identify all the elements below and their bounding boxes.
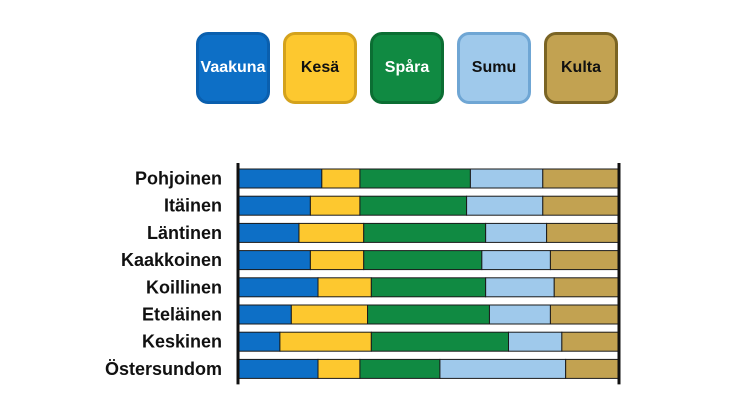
bar-itainen-kesa: [309, 195, 361, 216]
bar-etelainen-kulta: [549, 304, 620, 325]
category-label: Itäinen: [164, 196, 222, 216]
bar-pohjoinen-kulta: [542, 168, 620, 189]
bar-kaakkoinen-kulta: [549, 250, 620, 271]
legend: Vaakuna Kesä Spåra Sumu Kulta: [0, 0, 735, 120]
legend-item-kulta: Kulta: [544, 32, 618, 104]
bar-koillinen-kulta: [553, 277, 620, 298]
category-label: Koillinen: [146, 277, 222, 297]
bar-etelainen-kesa: [290, 304, 369, 325]
category-label: Östersundom: [105, 359, 222, 379]
bar-lantinen-kesa: [298, 222, 365, 243]
bar-etelainen-spara: [367, 304, 490, 325]
legend-item-sumu: Sumu: [457, 32, 531, 104]
legend-label: Spåra: [384, 59, 430, 76]
category-label: Eteläinen: [142, 305, 222, 325]
bar-keskinen-kesa: [279, 331, 372, 352]
bar-ostersundom-kulta: [565, 358, 620, 379]
bar-pohjoinen-sumu: [469, 168, 544, 189]
legend-item-spara: Spåra: [370, 32, 444, 104]
legend-item-vaakuna: Vaakuna: [196, 32, 270, 104]
legend-label: Vaakuna: [200, 59, 266, 76]
bar-keskinen-spara: [370, 331, 510, 352]
category-label: Läntinen: [147, 223, 222, 243]
bar-keskinen-sumu: [508, 331, 563, 352]
bar-koillinen-spara: [370, 277, 487, 298]
bar-kaakkoinen-sumu: [481, 250, 551, 271]
bar-keskinen-vaakuna: [237, 331, 281, 352]
bar-etelainen-vaakuna: [237, 304, 292, 325]
bar-pohjoinen-spara: [359, 168, 471, 189]
bar-ostersundom-spara: [359, 358, 441, 379]
legend-label: Sumu: [471, 59, 517, 76]
bar-ostersundom-kesa: [317, 358, 361, 379]
bar-koillinen-kesa: [317, 277, 372, 298]
bar-kaakkoinen-kesa: [309, 250, 365, 271]
bar-kaakkoinen-vaakuna: [237, 250, 311, 271]
bar-etelainen-sumu: [488, 304, 551, 325]
legend-item-kesa: Kesä: [283, 32, 357, 104]
category-label: Keskinen: [142, 332, 222, 352]
bar-itainen-sumu: [466, 195, 544, 216]
bar-itainen-kulta: [542, 195, 620, 216]
category-label: Kaakkoinen: [121, 250, 222, 270]
bars: [237, 168, 620, 379]
bar-keskinen-kulta: [561, 331, 620, 352]
bar-ostersundom-vaakuna: [237, 358, 319, 379]
bar-pohjoinen-vaakuna: [237, 168, 323, 189]
bar-lantinen-spara: [363, 222, 487, 243]
bar-itainen-vaakuna: [237, 195, 311, 216]
bar-lantinen-vaakuna: [237, 222, 300, 243]
category-label: Pohjoinen: [135, 169, 222, 189]
bar-itainen-spara: [359, 195, 468, 216]
bar-koillinen-sumu: [485, 277, 555, 298]
bar-ostersundom-sumu: [439, 358, 567, 379]
legend-label: Kesä: [300, 59, 340, 76]
bar-lantinen-sumu: [485, 222, 548, 243]
bar-koillinen-vaakuna: [237, 277, 319, 298]
category-labels: Pohjoinen Itäinen Läntinen Kaakkoinen Koilli…: [105, 169, 222, 379]
bar-pohjoinen-kesa: [321, 168, 361, 189]
bar-kaakkoinen-spara: [363, 250, 483, 271]
legend-label: Kulta: [561, 59, 601, 76]
bar-lantinen-kulta: [546, 222, 620, 243]
